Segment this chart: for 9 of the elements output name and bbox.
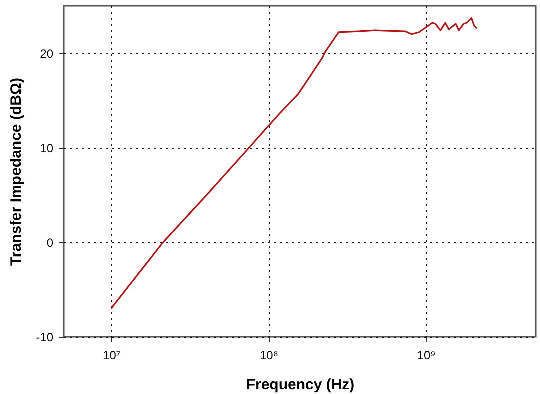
x-tick-label: 10⁸ — [260, 348, 278, 362]
x-axis-title: Frequency (Hz) — [246, 376, 355, 394]
y-tick-label: 10 — [40, 141, 54, 156]
x-tick-label: 10⁷ — [103, 348, 121, 362]
y-tick-label: -10 — [36, 330, 54, 344]
y-tick-label: 0 — [46, 236, 54, 250]
x-tick-label: 10⁹ — [417, 348, 436, 362]
y-tick-label: 20 — [40, 46, 54, 61]
y-axis-title: Transfer Impedance (dBΩ) — [8, 78, 26, 266]
